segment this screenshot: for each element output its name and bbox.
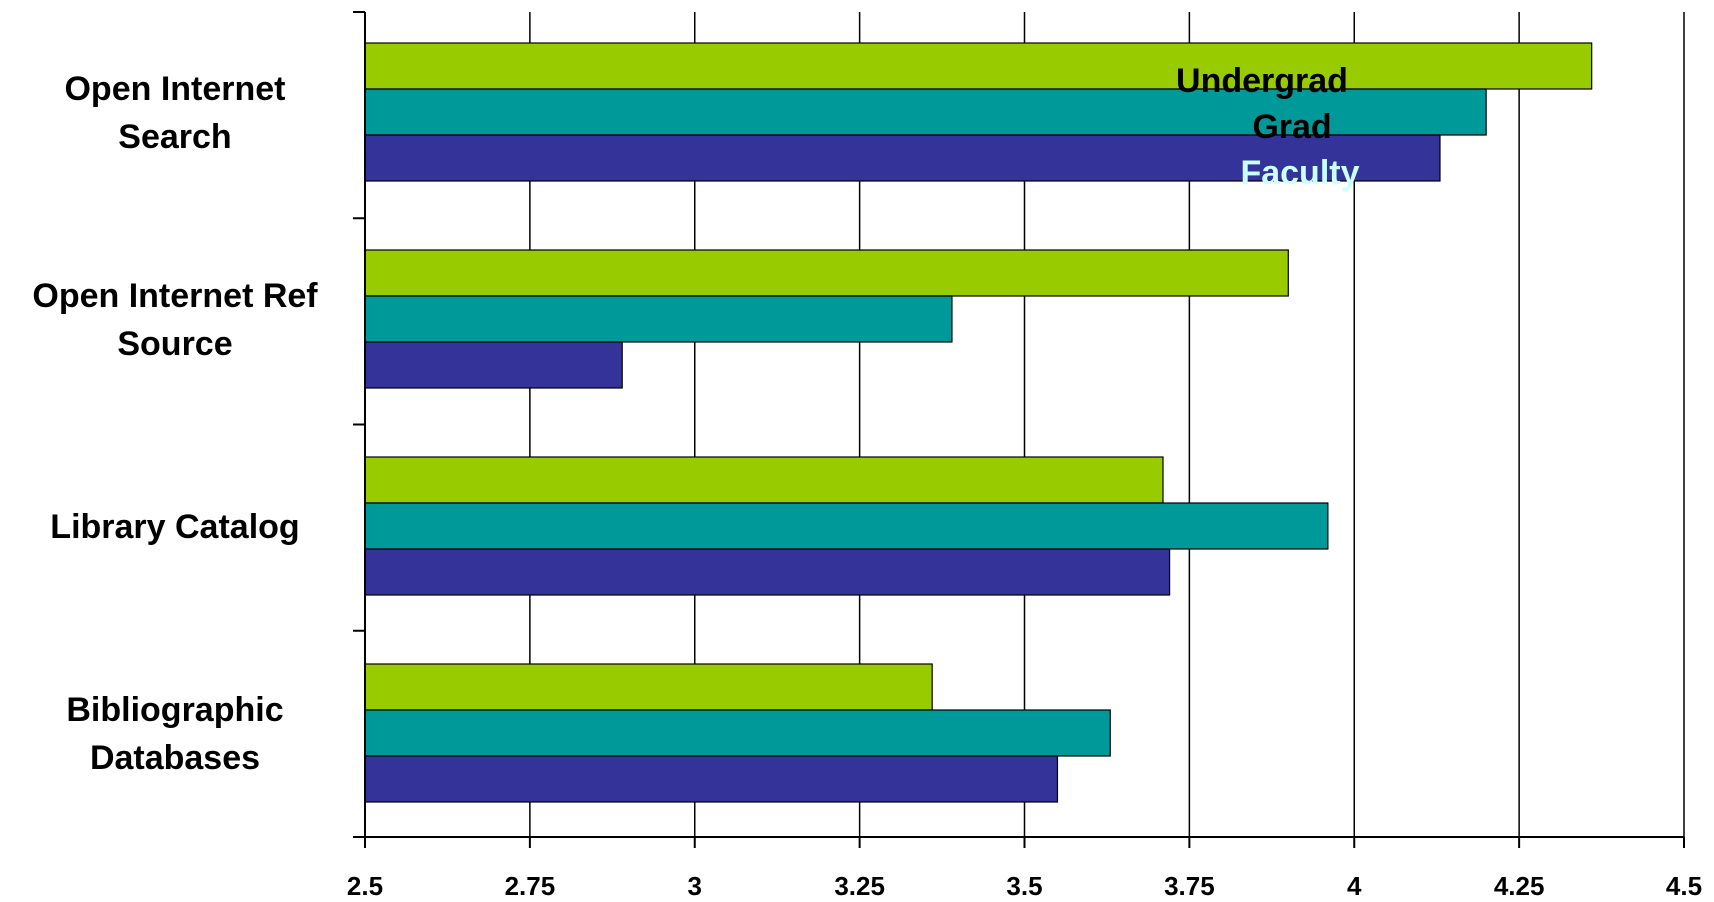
category-label: Bibliographic Databases — [66, 691, 283, 777]
x-tick-label: 2.75 — [505, 871, 556, 897]
bar-grad — [364, 502, 1329, 550]
bar-grad — [364, 709, 1111, 757]
bar-faculty — [364, 341, 623, 389]
bar-faculty — [364, 134, 1441, 182]
x-tick-label: 3.25 — [834, 871, 885, 897]
x-tick-label: 3.75 — [1164, 871, 1215, 897]
x-tick-label: 4.25 — [1494, 871, 1545, 897]
series-label-grad: Grad — [1252, 108, 1331, 146]
category-label: Library Catalog — [50, 508, 299, 546]
x-tick-label: 3.5 — [1006, 871, 1042, 897]
x-tick-label: 4 — [1347, 871, 1362, 897]
series-label-faculty: Faculty — [1240, 154, 1359, 192]
x-tick-label: 4.5 — [1666, 871, 1702, 897]
axes — [353, 11, 1685, 848]
category-label: Open Internet Search — [64, 70, 285, 156]
bar-faculty — [364, 548, 1171, 596]
series-label-undergrad: Undergrad — [1176, 62, 1348, 100]
bar-undergrad — [364, 42, 1593, 90]
bar-grad — [364, 295, 953, 343]
bar-undergrad — [364, 249, 1289, 297]
bar-undergrad — [364, 456, 1164, 504]
labels: 2.5 2.75 3 3.25 3.5 3.75 4 4.25 4.5 Open Internet… — [32, 62, 1702, 901]
category-label: Open Internet Ref Source — [32, 277, 318, 363]
bars — [364, 42, 1593, 803]
x-tick-label: 2.5 — [347, 871, 383, 897]
x-tick-label: 3 — [688, 871, 702, 897]
bar-faculty — [364, 755, 1059, 803]
bar-undergrad — [364, 663, 933, 711]
